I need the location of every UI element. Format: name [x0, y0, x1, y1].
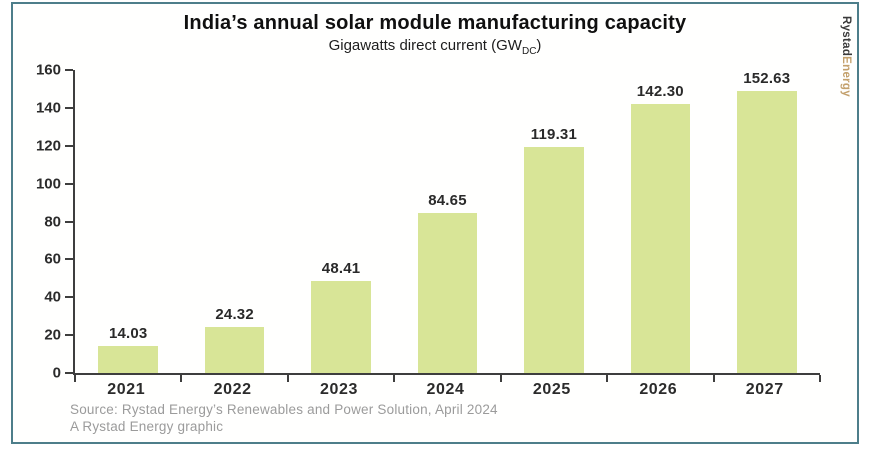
x-axis-tick: [819, 375, 821, 382]
chart-subtitle-post: ): [536, 37, 542, 54]
bar-value-label: 24.32: [215, 305, 254, 323]
rystad-energy-logo: RystadEnergy: [840, 16, 852, 97]
y-axis-tick-label: 20: [44, 326, 61, 344]
x-axis-label: 2025: [532, 381, 571, 398]
y-axis-tick-label: 120: [35, 137, 61, 155]
y-axis-tick-label: 80: [44, 213, 61, 230]
x-axis-tick: [606, 375, 609, 382]
x-axis-label: 2027: [745, 381, 784, 398]
y-axis-tick: [65, 296, 73, 299]
bar-value-label: 119.31: [530, 126, 578, 144]
bar: [204, 326, 265, 373]
x-axis-tick: [499, 375, 502, 382]
source-note: Source: Rystad Energy’s Renewables and P…: [70, 401, 498, 436]
bars: 14.03 24.32 48.41 84.65 119.31 142.30 152.63: [75, 70, 820, 373]
bar: [524, 147, 584, 373]
x-axis-label: 2026: [639, 381, 678, 398]
y-axis-tick: [65, 144, 73, 147]
bar-group: 152.63: [714, 70, 820, 373]
bar-value-label: 14.03: [108, 325, 148, 343]
bar-value-label: 84.65: [428, 191, 467, 209]
y-axis-tick-label: 160: [35, 61, 61, 79]
y-axis-tick: [65, 69, 73, 71]
bar-group: 48.41: [288, 70, 394, 373]
bar-group: 84.65: [394, 70, 500, 373]
y-axis-tick: [65, 258, 73, 261]
bar-group: 142.30: [607, 70, 713, 373]
x-axis-tick: [393, 375, 396, 382]
brand-part-rystad: Rystad: [840, 16, 852, 57]
source-line-1: Source: Rystad Energy’s Renewables and P…: [70, 401, 498, 417]
bar: [630, 103, 691, 373]
y-axis-tick: [65, 334, 73, 337]
x-axis-label: 2022: [213, 381, 252, 398]
bar-value-label: 152.63: [743, 70, 791, 87]
x-axis-label: 2021: [107, 381, 146, 398]
x-axis-label: 2023: [320, 381, 359, 398]
x-axis-tick: [74, 375, 76, 382]
x-axis-tick: [180, 375, 183, 382]
y-axis-tick-label: 60: [44, 250, 61, 268]
y-axis-tick-label: 40: [44, 288, 61, 306]
bar: [98, 346, 158, 373]
y-axis-tick-label: 140: [35, 99, 61, 117]
y-axis-tick-label: 0: [52, 364, 61, 382]
x-axis-tick: [712, 375, 715, 382]
bar: [417, 212, 478, 373]
bar-group: 119.31: [501, 70, 607, 373]
chart-subtitle: Gigawatts direct current (GWDC): [13, 37, 857, 57]
chart-subtitle-subscript: DC: [521, 46, 537, 57]
y-axis-tick: [65, 106, 73, 109]
bar-value-label: 48.41: [321, 260, 361, 278]
y-axis-tick: [65, 182, 73, 185]
y-axis-tick-label: 100: [35, 175, 61, 193]
brand-part-energy: Energy: [840, 56, 852, 97]
bar-group: 14.03: [75, 70, 181, 373]
bar-group: 24.32: [181, 70, 287, 373]
chart-subtitle-pre: Gigawatts direct current (GW: [328, 37, 522, 54]
y-axis-tick: [65, 220, 73, 223]
x-axis-labels: 2021 2022 2023 2024 2025 2026 2027: [73, 381, 818, 399]
x-axis-tick: [286, 375, 289, 382]
bar: [736, 91, 797, 373]
x-axis-label: 2024: [426, 381, 465, 398]
chart-title: India’s annual solar module manufacturin…: [183, 12, 687, 34]
bar: [311, 281, 371, 373]
y-axis-tick: [65, 372, 73, 374]
source-line-2: A Rystad Energy graphic: [70, 419, 224, 435]
bar-value-label: 142.30: [636, 82, 684, 100]
chart-frame: India’s annual solar module manufacturin…: [11, 2, 859, 444]
plot-area: 14.03 24.32 48.41 84.65 119.31 142.30 152.63 0…: [36, 62, 821, 382]
